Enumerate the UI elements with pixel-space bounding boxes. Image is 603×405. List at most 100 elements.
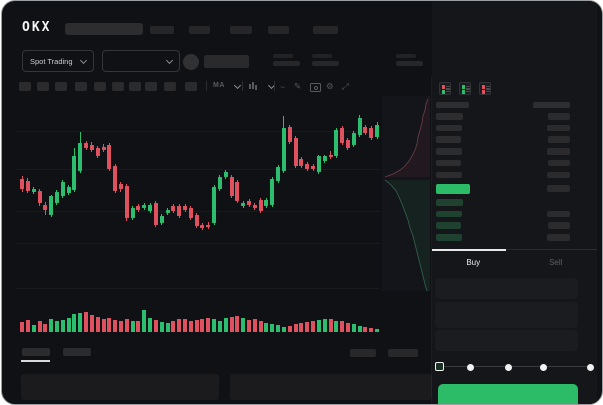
ask-amount-skeleton[interactable] bbox=[548, 113, 570, 120]
timeframe-button-skeleton[interactable] bbox=[19, 82, 31, 91]
ask-price-skeleton[interactable] bbox=[436, 124, 462, 132]
chart-type-dropdown[interactable] bbox=[249, 82, 257, 91]
pair-selector-dropdown[interactable] bbox=[102, 50, 180, 72]
line-chart-icon[interactable]: ~ bbox=[280, 82, 285, 92]
orderbook-combined-icon[interactable] bbox=[439, 82, 451, 95]
volume-bar bbox=[287, 325, 292, 332]
pair-name-skeleton bbox=[204, 55, 249, 68]
volume-bar bbox=[357, 325, 362, 332]
volume-bars bbox=[20, 304, 380, 332]
bid-amount-skeleton[interactable] bbox=[547, 210, 570, 218]
ask-amount-skeleton[interactable] bbox=[547, 171, 570, 178]
candle-body bbox=[217, 176, 222, 189]
volume-bar bbox=[247, 319, 251, 332]
ask-price-skeleton[interactable] bbox=[436, 171, 462, 178]
panel-button-skeleton[interactable] bbox=[350, 349, 376, 357]
chevron-down-icon bbox=[165, 56, 174, 64]
volume-bar bbox=[31, 325, 36, 332]
ask-price-skeleton[interactable] bbox=[436, 113, 463, 120]
bid-price-skeleton[interactable] bbox=[436, 199, 463, 206]
volume-bar bbox=[311, 321, 315, 332]
ask-price-skeleton[interactable] bbox=[436, 136, 461, 143]
panel-button-skeleton[interactable] bbox=[388, 349, 418, 357]
timeframe-button-skeleton[interactable] bbox=[145, 82, 157, 91]
orderbook-asks-icon[interactable] bbox=[479, 82, 491, 95]
volume-bar bbox=[212, 319, 217, 332]
amount-slider[interactable] bbox=[439, 366, 590, 367]
slider-dot[interactable] bbox=[586, 363, 594, 371]
search-input[interactable] bbox=[65, 23, 143, 35]
volume-bar bbox=[235, 315, 240, 332]
volume-bar bbox=[136, 321, 141, 332]
ask-amount-skeleton[interactable] bbox=[547, 124, 570, 132]
volume-bar bbox=[177, 319, 182, 332]
timeframe-button-skeleton[interactable] bbox=[185, 82, 197, 91]
ask-amount-skeleton[interactable] bbox=[547, 148, 570, 155]
timeframe-button-skeleton[interactable] bbox=[55, 82, 67, 91]
slider-handle[interactable] bbox=[435, 362, 444, 371]
order-input-skeleton[interactable] bbox=[435, 302, 578, 328]
fullscreen-expand-icon[interactable]: ⤢ bbox=[342, 81, 349, 91]
candle-body bbox=[206, 224, 211, 227]
active-tab-underline bbox=[21, 360, 50, 362]
volume-bar bbox=[142, 310, 147, 332]
orderbook-bids-icon[interactable] bbox=[459, 82, 471, 95]
volume-bar bbox=[66, 317, 71, 332]
bid-price-skeleton[interactable] bbox=[436, 222, 461, 229]
nav-item-skeleton[interactable] bbox=[189, 26, 210, 34]
timeframe-button-skeleton[interactable] bbox=[37, 82, 49, 91]
ma-indicator-dropdown[interactable]: MA bbox=[213, 82, 225, 89]
timeframe-button-skeleton[interactable] bbox=[129, 82, 141, 91]
bid-amount-skeleton[interactable] bbox=[547, 234, 570, 241]
tab-buy[interactable]: Buy bbox=[466, 258, 481, 267]
nav-item-skeleton[interactable] bbox=[150, 26, 174, 34]
volume-bar bbox=[340, 321, 345, 332]
settings-gear-icon[interactable]: ⚙ bbox=[326, 81, 334, 91]
chevron-down-icon bbox=[79, 56, 88, 64]
history-tab-skeleton[interactable] bbox=[22, 348, 50, 356]
volume-bar bbox=[369, 328, 374, 332]
candle-body bbox=[264, 200, 269, 207]
history-tab-skeleton[interactable] bbox=[63, 348, 91, 356]
candle-body bbox=[270, 178, 275, 206]
order-input-skeleton[interactable] bbox=[435, 330, 578, 351]
candle-body bbox=[31, 188, 36, 193]
volume-bar bbox=[299, 323, 304, 332]
slider-dot[interactable] bbox=[539, 363, 547, 371]
chevron-down-icon[interactable] bbox=[233, 81, 242, 90]
bid-price-skeleton[interactable] bbox=[436, 234, 462, 241]
draw-pencil-icon[interactable]: ✎ bbox=[294, 81, 302, 91]
volume-bar bbox=[159, 322, 164, 332]
candle-body bbox=[340, 128, 345, 143]
screenshot-camera-icon[interactable] bbox=[310, 83, 321, 92]
candle-body bbox=[107, 144, 112, 170]
timeframe-button-skeleton[interactable] bbox=[164, 82, 176, 91]
order-input-skeleton[interactable] bbox=[435, 278, 578, 299]
ask-amount-skeleton[interactable] bbox=[548, 136, 570, 143]
volume-bar bbox=[194, 319, 199, 332]
nav-item-skeleton[interactable] bbox=[230, 26, 252, 34]
market-type-dropdown[interactable]: Spot Trading bbox=[22, 50, 94, 72]
buy-submit-button[interactable] bbox=[438, 384, 578, 404]
timeframe-button-skeleton[interactable] bbox=[112, 82, 124, 91]
ask-amount-skeleton[interactable] bbox=[548, 159, 570, 167]
timeframe-button-skeleton[interactable] bbox=[94, 82, 106, 91]
slider-dot[interactable] bbox=[466, 363, 474, 371]
candle-body bbox=[153, 203, 158, 225]
tab-sell[interactable]: Sell bbox=[549, 258, 563, 267]
price-chart[interactable] bbox=[12, 96, 432, 404]
volume-bar bbox=[148, 318, 152, 332]
bid-price-skeleton[interactable] bbox=[436, 210, 462, 218]
stat-label-skeleton bbox=[312, 54, 332, 58]
candle-body bbox=[95, 147, 100, 157]
nav-item-skeleton[interactable] bbox=[268, 26, 289, 34]
candle-body bbox=[299, 159, 304, 167]
ask-price-skeleton[interactable] bbox=[436, 159, 461, 167]
nav-item-skeleton[interactable] bbox=[313, 26, 338, 34]
slider-dot[interactable] bbox=[504, 363, 512, 371]
amount-column-header-skeleton bbox=[533, 102, 570, 108]
bid-amount-skeleton[interactable] bbox=[548, 222, 570, 229]
ask-price-skeleton[interactable] bbox=[436, 148, 462, 155]
candle-body bbox=[20, 178, 24, 189]
timeframe-button-skeleton[interactable] bbox=[75, 82, 87, 91]
